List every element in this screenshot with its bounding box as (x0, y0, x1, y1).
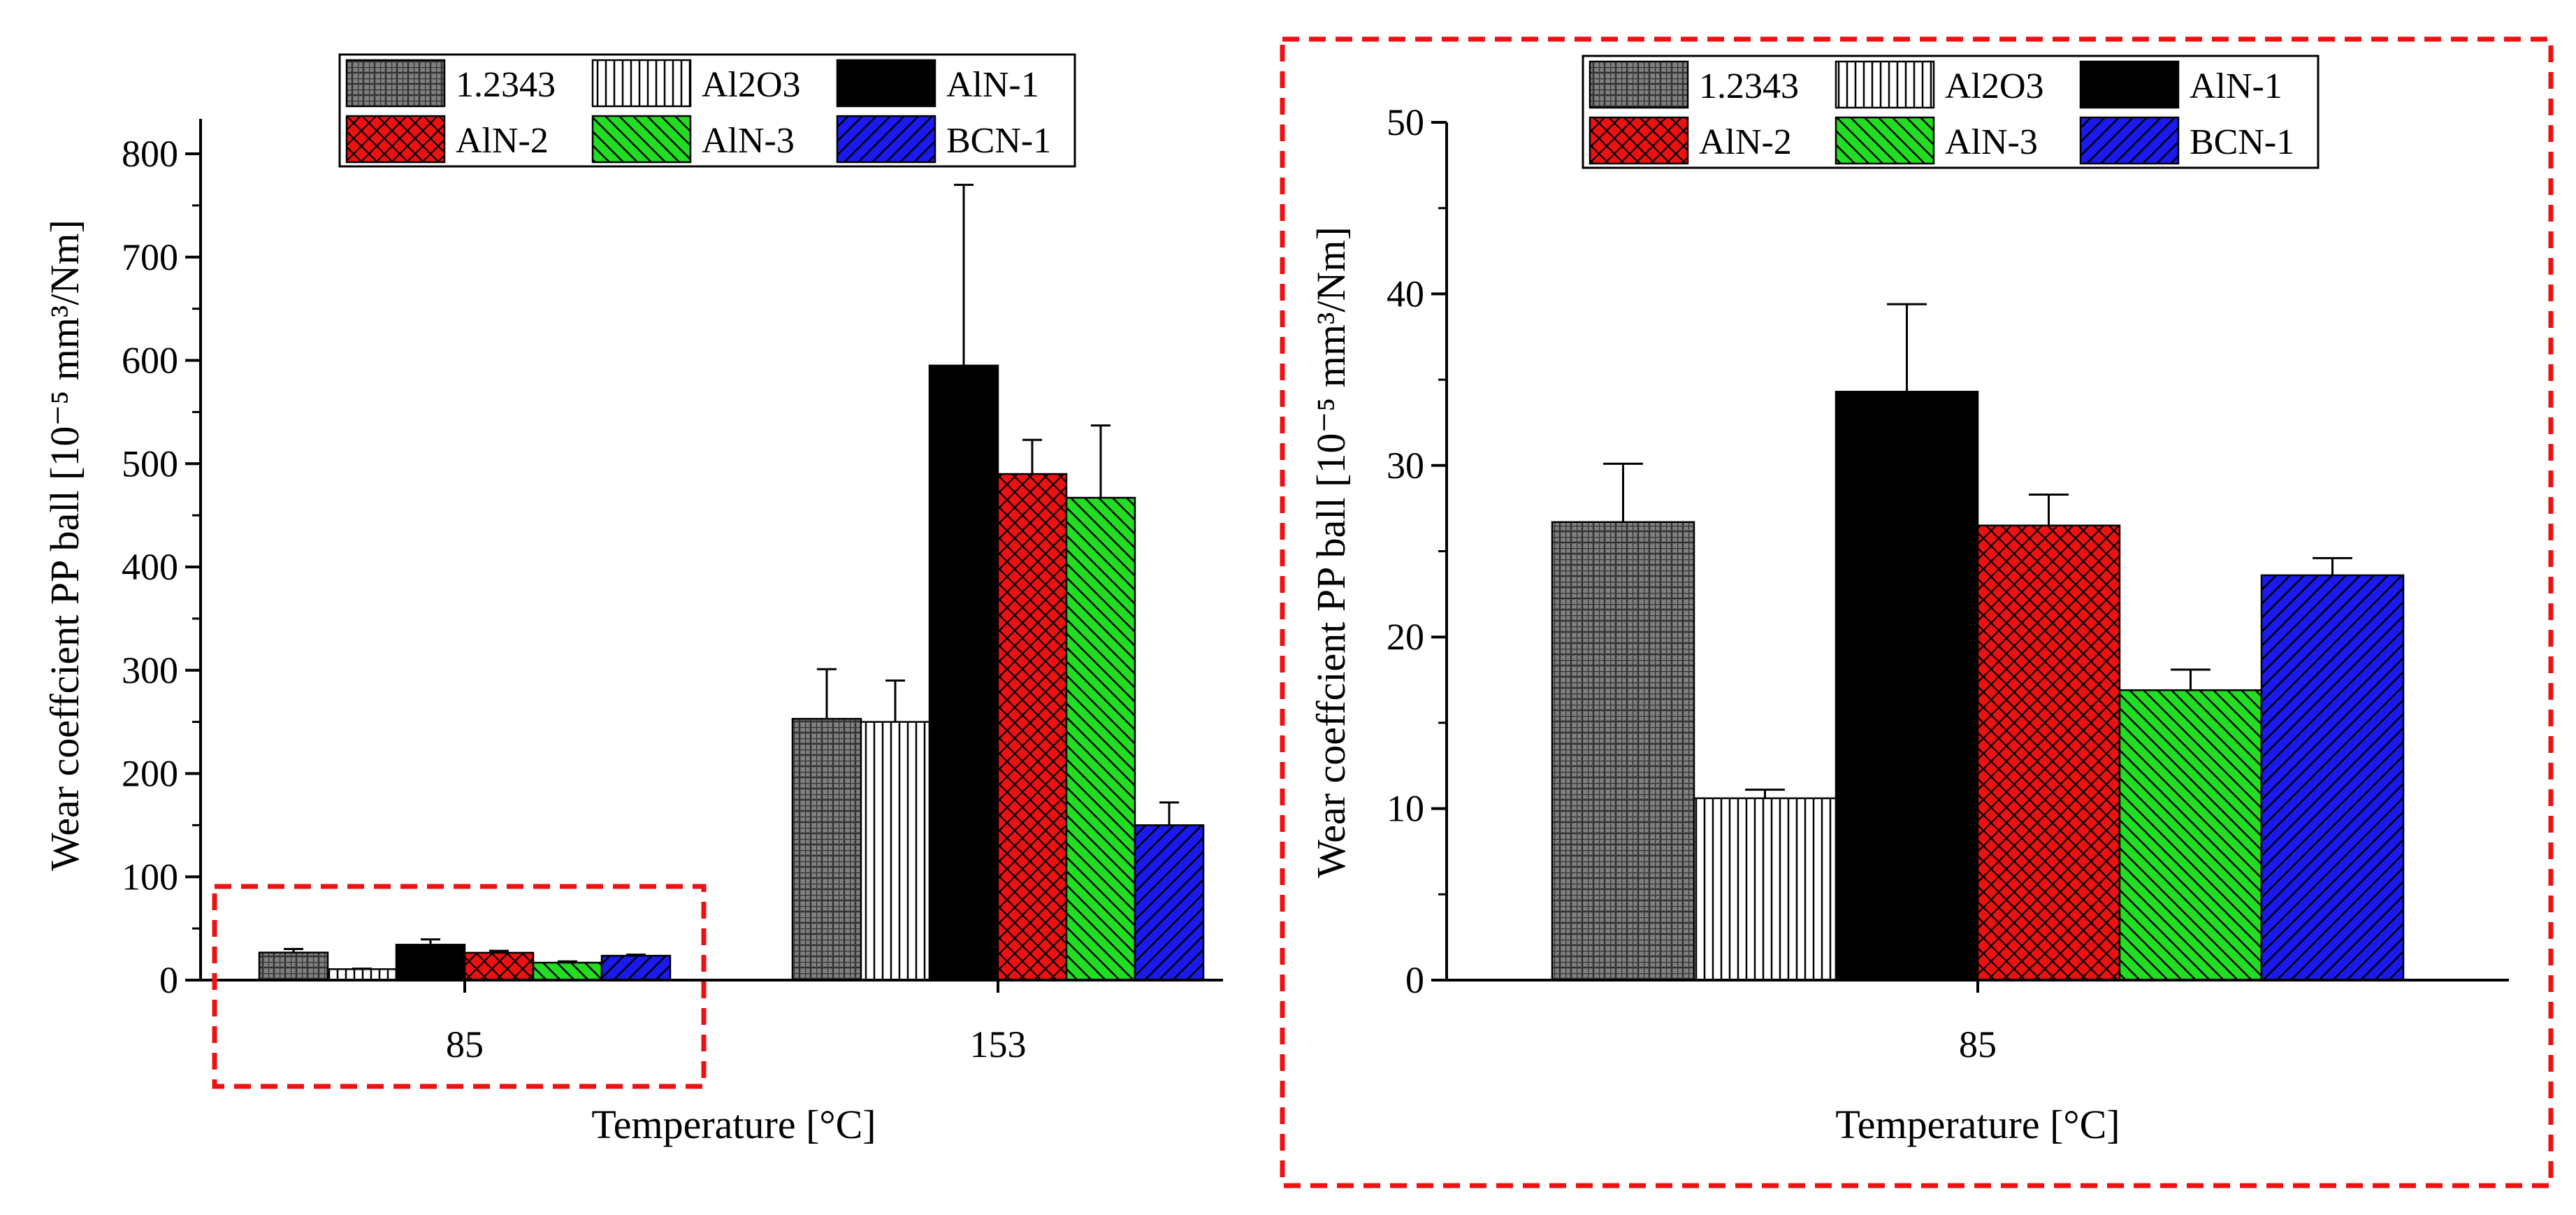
left-bar-al2o3-153 (860, 721, 931, 982)
right-legend-label-1-2343: 1.2343 (1699, 66, 1799, 106)
left-legend: 1.2343 Al2O3 AlN-1 AlN-2 AlN-3 BCN-1 (338, 53, 1076, 168)
left-legend-swatch-1-2343 (345, 59, 446, 108)
left-legend-label-al2o3: Al2O3 (702, 65, 801, 105)
left-bar-aln-1-85 (395, 944, 466, 982)
left-errorbars-layer (284, 183, 1179, 970)
right-bar-al2o3-85 (1693, 797, 1837, 982)
left-ytick-label-800: 800 (122, 133, 178, 175)
left-bar-aln-3-85 (532, 961, 603, 982)
left-bar-1-2343-153 (791, 717, 862, 982)
left-chart: 0 100 200 300 400 500 600 700 800 85 153 Temperat… (42, 53, 1223, 1147)
left-legend-swatch-bcn-1 (836, 115, 936, 164)
left-y-axis-title: Wear coeffcient PP ball [10⁻⁵ mm³/Nm] (42, 220, 87, 871)
right-chart: 0 10 20 30 40 50 85 Temperature [°C] Wear coe… (1308, 55, 2509, 1147)
left-ytick-label-500: 500 (122, 443, 178, 484)
right-bar-bcn-1-85 (2260, 574, 2405, 982)
left-bar-aln-1-153 (928, 364, 999, 982)
right-x-axis-title: Temperature [°C] (1835, 1102, 2120, 1147)
left-xticks-layer: 85 153 (446, 980, 1027, 1065)
left-legend-label-aln-2: AlN-2 (456, 121, 549, 161)
right-legend-swatch-al2o3 (1835, 60, 1935, 109)
right-ytick-label-30: 30 (1387, 445, 1424, 487)
left-ytick-label-400: 400 (122, 546, 178, 588)
right-legend-label-aln-3: AlN-3 (1945, 122, 2038, 162)
left-bar-bcn-1-85 (600, 954, 672, 982)
right-y-axis-title: Wear coeffcient PP ball [10⁻⁵ mm³/Nm] (1308, 227, 1354, 878)
left-legend-label-bcn-1: BCN-1 (946, 121, 1051, 161)
right-legend-frame (1582, 55, 2320, 169)
right-bar-1-2343-85 (1551, 521, 1695, 982)
right-bar-aln-2-85 (1976, 524, 2121, 982)
left-legend-frame (338, 53, 1076, 168)
right-legend-swatch-aln-3 (1835, 116, 1935, 165)
right-yticks-layer: 0 10 20 30 40 50 (1387, 101, 1447, 1001)
right-ytick-label-50: 50 (1387, 101, 1424, 143)
left-xtick-label-153: 153 (970, 1023, 1027, 1065)
right-ytick-label-10: 10 (1387, 788, 1424, 830)
right-ytick-label-40: 40 (1387, 273, 1424, 315)
left-ytick-label-300: 300 (122, 649, 178, 691)
right-legend-swatch-aln-1 (2079, 60, 2180, 109)
right-legend-swatch-aln-2 (1589, 116, 1689, 165)
left-legend-swatch-aln-1 (836, 59, 936, 108)
left-legend-swatch-al2o3 (591, 59, 692, 108)
left-legend-label-1-2343: 1.2343 (456, 65, 556, 105)
right-xticks-layer: 85 (1959, 980, 1997, 1065)
right-bars-layer (1551, 391, 2405, 982)
left-ytick-label-100: 100 (122, 856, 178, 898)
right-errorbars-layer (1603, 303, 2352, 798)
left-legend-swatch-aln-2 (345, 115, 446, 164)
right-legend-label-aln-2: AlN-2 (1699, 122, 1792, 162)
left-legend-swatch-aln-3 (591, 115, 692, 164)
right-ytick-label-0: 0 (1405, 959, 1424, 1001)
left-ytick-label-0: 0 (159, 959, 178, 1001)
left-bar-aln-3-153 (1065, 496, 1136, 982)
right-legend-label-bcn-1: BCN-1 (2190, 122, 2294, 162)
right-zoom-frame (1280, 36, 2554, 1188)
left-ytick-label-700: 700 (122, 236, 178, 278)
left-yticks-layer: 0 100 200 300 400 500 600 700 800 (122, 133, 201, 1001)
right-legend-label-aln-1: AlN-1 (2190, 66, 2282, 106)
left-ytick-label-600: 600 (122, 340, 178, 382)
left-bars-layer (258, 364, 1205, 982)
right-legend: 1.2343 Al2O3 AlN-1 AlN-2 AlN-3 BCN-1 (1582, 55, 2320, 169)
left-x-axis-title: Temperature [°C] (591, 1102, 876, 1147)
left-bar-bcn-1-153 (1134, 824, 1205, 982)
right-bar-aln-3-85 (2118, 689, 2263, 982)
right-bar-aln-1-85 (1835, 391, 1979, 982)
right-legend-swatch-1-2343 (1589, 60, 1689, 109)
right-legend-label-al2o3: Al2O3 (1945, 66, 2044, 106)
left-xtick-label-85: 85 (446, 1023, 484, 1065)
left-bar-1-2343-85 (258, 951, 329, 982)
left-zoom-highlight-box (212, 884, 707, 1089)
left-legend-label-aln-1: AlN-1 (946, 65, 1039, 105)
left-bar-aln-2-85 (463, 951, 535, 982)
right-xtick-label-85: 85 (1959, 1023, 1997, 1065)
left-legend-label-aln-3: AlN-3 (702, 121, 795, 161)
right-ytick-label-20: 20 (1387, 616, 1424, 658)
left-ytick-label-200: 200 (122, 753, 178, 795)
left-bar-aln-2-153 (997, 473, 1068, 982)
right-legend-swatch-bcn-1 (2079, 116, 2180, 165)
left-bar-al2o3-85 (326, 968, 398, 982)
